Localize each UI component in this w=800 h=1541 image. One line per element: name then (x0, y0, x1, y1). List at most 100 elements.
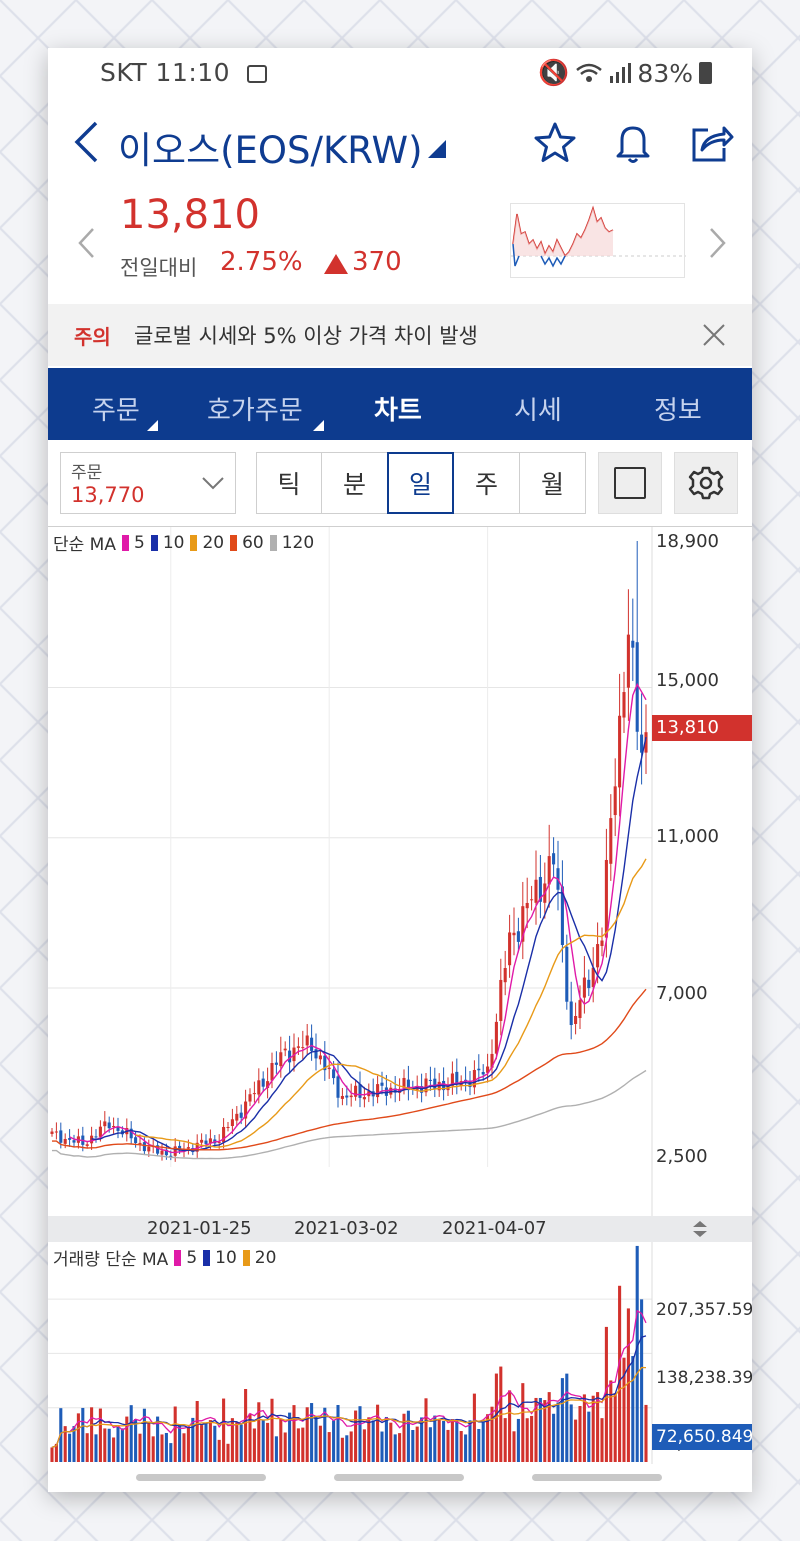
candle-body (279, 1052, 283, 1067)
wifi-icon (576, 63, 603, 82)
volume-chart[interactable]: 거래량 단순 MA 5 10 20 207,357.599 138,238.39… (48, 1242, 752, 1464)
signal-icon (610, 63, 632, 83)
close-icon[interactable] (702, 323, 726, 347)
candle-body (494, 1021, 498, 1054)
volume-bar (151, 1436, 155, 1462)
candle-body (235, 1113, 239, 1121)
candle-body (222, 1126, 226, 1143)
candle-body (582, 977, 586, 998)
settings-button[interactable] (674, 452, 738, 514)
status-bar: SKT 11:10 🔇 83% (48, 48, 752, 98)
volume-bar (437, 1419, 441, 1462)
ma5-line (69, 682, 647, 1154)
period-minute[interactable]: 분 (321, 452, 388, 514)
volume-bar (446, 1429, 450, 1462)
candle-body (332, 1069, 336, 1079)
period-week[interactable]: 주 (453, 452, 520, 514)
share-icon[interactable] (688, 120, 734, 166)
candle-body (314, 1049, 318, 1059)
back-arrow-icon[interactable] (72, 120, 100, 164)
date-label: 2021-03-02 (294, 1218, 399, 1239)
candle-body (327, 1067, 331, 1070)
volume-bar (613, 1393, 617, 1462)
candle-body (578, 1000, 582, 1019)
volume-bar (547, 1392, 551, 1462)
notice-banner: 주의 글로벌 시세와 5% 이상 가격 차이 발생 (48, 304, 752, 366)
fullscreen-button[interactable] (598, 452, 662, 514)
volume-bar (468, 1420, 472, 1462)
volume-bar (582, 1394, 586, 1462)
volume-bar (301, 1427, 305, 1462)
candle-body (156, 1145, 160, 1154)
candle-body (107, 1122, 111, 1129)
volume-bar (81, 1407, 85, 1462)
volume-bar (455, 1419, 459, 1462)
candle-body (508, 932, 512, 966)
carrier-time: SKT 11:10 (100, 58, 231, 87)
volume-bar (560, 1378, 564, 1462)
volume-bar (191, 1417, 195, 1462)
tab-info[interactable]: 정보 (654, 396, 702, 426)
volume-bar (204, 1423, 208, 1462)
volume-bar (235, 1422, 239, 1462)
volume-bar (415, 1426, 419, 1462)
volume-bar (389, 1422, 393, 1462)
tab-chart[interactable]: 차트 (374, 396, 422, 426)
candle-body (103, 1121, 107, 1127)
bell-icon[interactable] (610, 120, 656, 166)
candle-body (63, 1138, 67, 1144)
volume-bar (587, 1411, 591, 1462)
candle-body (486, 1066, 490, 1073)
tab-orderbook[interactable]: 호가주문 (207, 396, 303, 426)
volume-bar (160, 1434, 164, 1462)
y-tick-label: 11,000 (656, 826, 719, 847)
star-icon[interactable] (532, 120, 578, 166)
volume-bar (600, 1418, 604, 1462)
mini-chart[interactable] (510, 203, 686, 278)
next-arrow-icon[interactable] (708, 226, 728, 260)
candle-body (252, 1093, 256, 1095)
phone-screen: SKT 11:10 🔇 83% 이오스(EOS/KRW) 13,810 전일대비… (48, 48, 752, 1492)
period-tick[interactable]: 틱 (256, 452, 322, 514)
candle-body (376, 1084, 380, 1098)
candle-body (547, 856, 551, 885)
nav-pill[interactable] (532, 1474, 662, 1481)
volume-bar (156, 1416, 160, 1462)
up-triangle-icon (324, 254, 348, 274)
date-label: 2021-04-07 (442, 1218, 547, 1239)
ma-legend-prefix: 단순 MA (53, 535, 116, 555)
ma60-line (52, 988, 647, 1151)
candle-body (622, 692, 626, 718)
resize-handle-icon[interactable] (690, 1219, 710, 1239)
volume-bar (626, 1308, 630, 1462)
volume-bar (543, 1400, 547, 1462)
price-chart[interactable]: 단순 MA 5 10 20 60 120 18,900 15,000 11,00… (48, 526, 752, 1217)
candle-body (455, 1071, 459, 1085)
ma10-line (91, 736, 647, 1152)
volume-bar (521, 1383, 525, 1462)
candle-body (472, 1069, 476, 1088)
volume-bar (274, 1436, 278, 1462)
volume-bar (569, 1404, 573, 1462)
period-day[interactable]: 일 (387, 452, 454, 514)
volume-bar (239, 1424, 243, 1462)
volume-bar (173, 1406, 177, 1462)
nav-pill[interactable] (136, 1474, 266, 1481)
volume-bar (200, 1425, 204, 1462)
nav-pill[interactable] (334, 1474, 464, 1481)
prev-arrow-icon[interactable] (76, 226, 96, 260)
order-price-dropdown[interactable]: 주문 13,770 (60, 452, 236, 514)
candle-body (618, 715, 622, 788)
volume-bar (420, 1417, 424, 1462)
candle-body (288, 1050, 292, 1063)
period-month[interactable]: 월 (519, 452, 586, 514)
volume-bar (134, 1419, 138, 1462)
candle-body (354, 1085, 358, 1097)
dropdown-triangle-icon[interactable] (428, 140, 446, 158)
volume-bar (402, 1413, 406, 1462)
page-title[interactable]: 이오스(EOS/KRW) (118, 129, 423, 172)
tab-quotes[interactable]: 시세 (514, 396, 562, 426)
volume-bar (340, 1437, 344, 1462)
candle-body (635, 642, 639, 732)
tab-order[interactable]: 주문 (92, 396, 140, 426)
